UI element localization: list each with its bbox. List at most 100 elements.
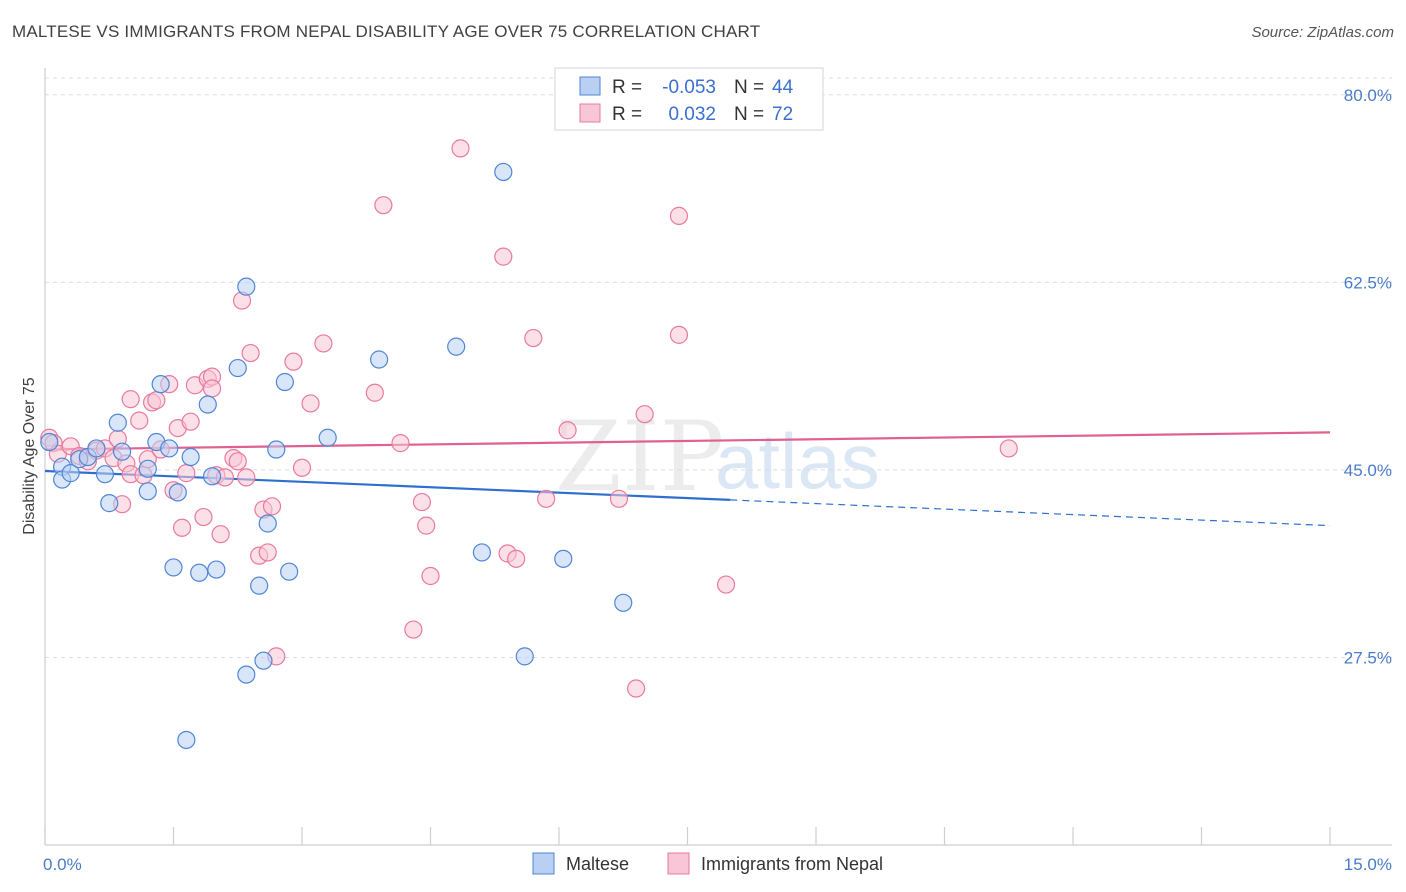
maltese-point — [151, 375, 170, 394]
nepal-point — [301, 394, 320, 413]
maltese-point — [447, 337, 466, 356]
nepal-point — [202, 379, 222, 398]
bottom-legend-label-nepal: Immigrants from Nepal — [701, 854, 883, 874]
nepal-point — [374, 196, 393, 215]
nepal-point — [507, 549, 526, 568]
nepal-point — [669, 325, 689, 344]
maltese-point — [40, 432, 59, 452]
series-legend: Maltese Immigrants from Nepal — [532, 852, 883, 875]
maltese-point — [318, 428, 337, 447]
watermark: ZIP atlas — [555, 401, 880, 513]
nepal-point — [284, 352, 303, 371]
nepal-point — [262, 497, 282, 516]
nepal-point — [417, 516, 436, 535]
maltese-point — [370, 350, 389, 369]
nepal-point — [314, 334, 333, 353]
maltese-point — [181, 447, 200, 467]
maltese-point — [280, 562, 299, 581]
nepal-point — [292, 458, 312, 477]
nepal-point — [181, 412, 200, 431]
maltese-point — [100, 494, 119, 513]
nepal-point — [121, 390, 140, 409]
nepal-point — [194, 507, 213, 527]
nepal-point — [365, 383, 384, 402]
maltese-point — [494, 162, 513, 182]
maltese-point — [108, 413, 127, 432]
legend-r-value-1: -0.053 — [662, 77, 716, 98]
y-axis-label: Disability Age Over 75 — [21, 377, 38, 535]
nepal-point — [999, 439, 1018, 458]
legend-n-value-1: 44 — [772, 77, 794, 98]
nepal-point — [211, 525, 230, 544]
nepal-point — [524, 328, 543, 348]
nepal-point — [172, 518, 192, 537]
nepal-point — [177, 464, 196, 483]
nepal-point — [635, 405, 654, 424]
gridlines — [45, 77, 1392, 658]
nepal-point — [537, 489, 556, 508]
maltese-point — [190, 563, 209, 582]
correlation-legend: R = -0.053 N = 44 R = 0.032 N = 72 — [554, 67, 824, 131]
maltese-point — [254, 651, 273, 670]
maltese-trend-extension — [730, 499, 1331, 527]
nepal-point — [558, 421, 577, 440]
y-tick-label: 62.5% — [1344, 273, 1392, 292]
y-tick-label: 80.0% — [1344, 86, 1392, 105]
bottom-legend-label-maltese: Maltese — [566, 854, 629, 874]
legend-n-label-1: N = — [734, 77, 764, 98]
maltese-point — [614, 593, 633, 612]
maltese-point — [202, 467, 222, 486]
maltese-point — [275, 372, 294, 392]
y-tick-label: 45.0% — [1344, 461, 1392, 480]
maltese-point — [164, 558, 183, 577]
legend-r-label-1: R = — [612, 77, 642, 98]
maltese-point — [554, 549, 573, 568]
legend-swatch-maltese — [579, 76, 601, 96]
nepal-point — [228, 452, 247, 471]
legend-n-label-2: N = — [734, 104, 764, 125]
nepal-point — [451, 139, 470, 158]
nepal-point — [237, 468, 256, 487]
axes — [44, 68, 1392, 846]
source-label: Source: ZipAtlas.com — [1251, 24, 1394, 41]
maltese-point — [267, 440, 286, 459]
maltese-point — [160, 439, 179, 458]
legend-r-value-2: 0.032 — [668, 104, 716, 125]
nepal-point — [494, 247, 513, 266]
legend-swatch-nepal — [579, 103, 601, 123]
maltese-point — [168, 483, 187, 502]
maltese-point — [177, 730, 196, 750]
nepal-point — [147, 391, 166, 410]
maltese-point — [112, 442, 132, 461]
bottom-legend-swatch-nepal — [667, 852, 690, 875]
nepal-point — [412, 492, 432, 512]
maltese-point — [207, 560, 226, 579]
nepal-point — [609, 489, 629, 508]
legend-r-label-2: R = — [612, 104, 642, 125]
maltese-point — [237, 665, 256, 684]
nepal-point — [258, 543, 277, 562]
nepal-point — [421, 566, 440, 586]
maltese-point — [250, 576, 269, 595]
nepal-point — [669, 206, 689, 225]
maltese-point — [258, 514, 277, 533]
x-tick-label-start: 0.0% — [43, 855, 82, 874]
nepal-point — [626, 679, 646, 698]
nepal-point — [391, 434, 410, 453]
y-tick-label: 27.5% — [1344, 648, 1392, 667]
maltese-point — [515, 647, 534, 666]
maltese-point — [95, 465, 115, 484]
chart-title: MALTESE VS IMMIGRANTS FROM NEPAL DISABIL… — [12, 22, 761, 41]
maltese-point — [138, 482, 157, 501]
maltese-point — [228, 358, 247, 378]
nepal-point — [241, 343, 260, 363]
tick-labels: 27.5% 45.0% 62.5% 80.0% 0.0% 15.0% — [43, 86, 1392, 874]
nepal-trend-line — [44, 431, 1331, 451]
legend-n-value-2: 72 — [772, 104, 793, 125]
maltese-point — [138, 459, 157, 478]
x-tick-label-end: 15.0% — [1344, 855, 1392, 874]
nepal-point — [404, 620, 423, 639]
nepal-point — [716, 575, 736, 594]
maltese-point — [61, 464, 80, 483]
